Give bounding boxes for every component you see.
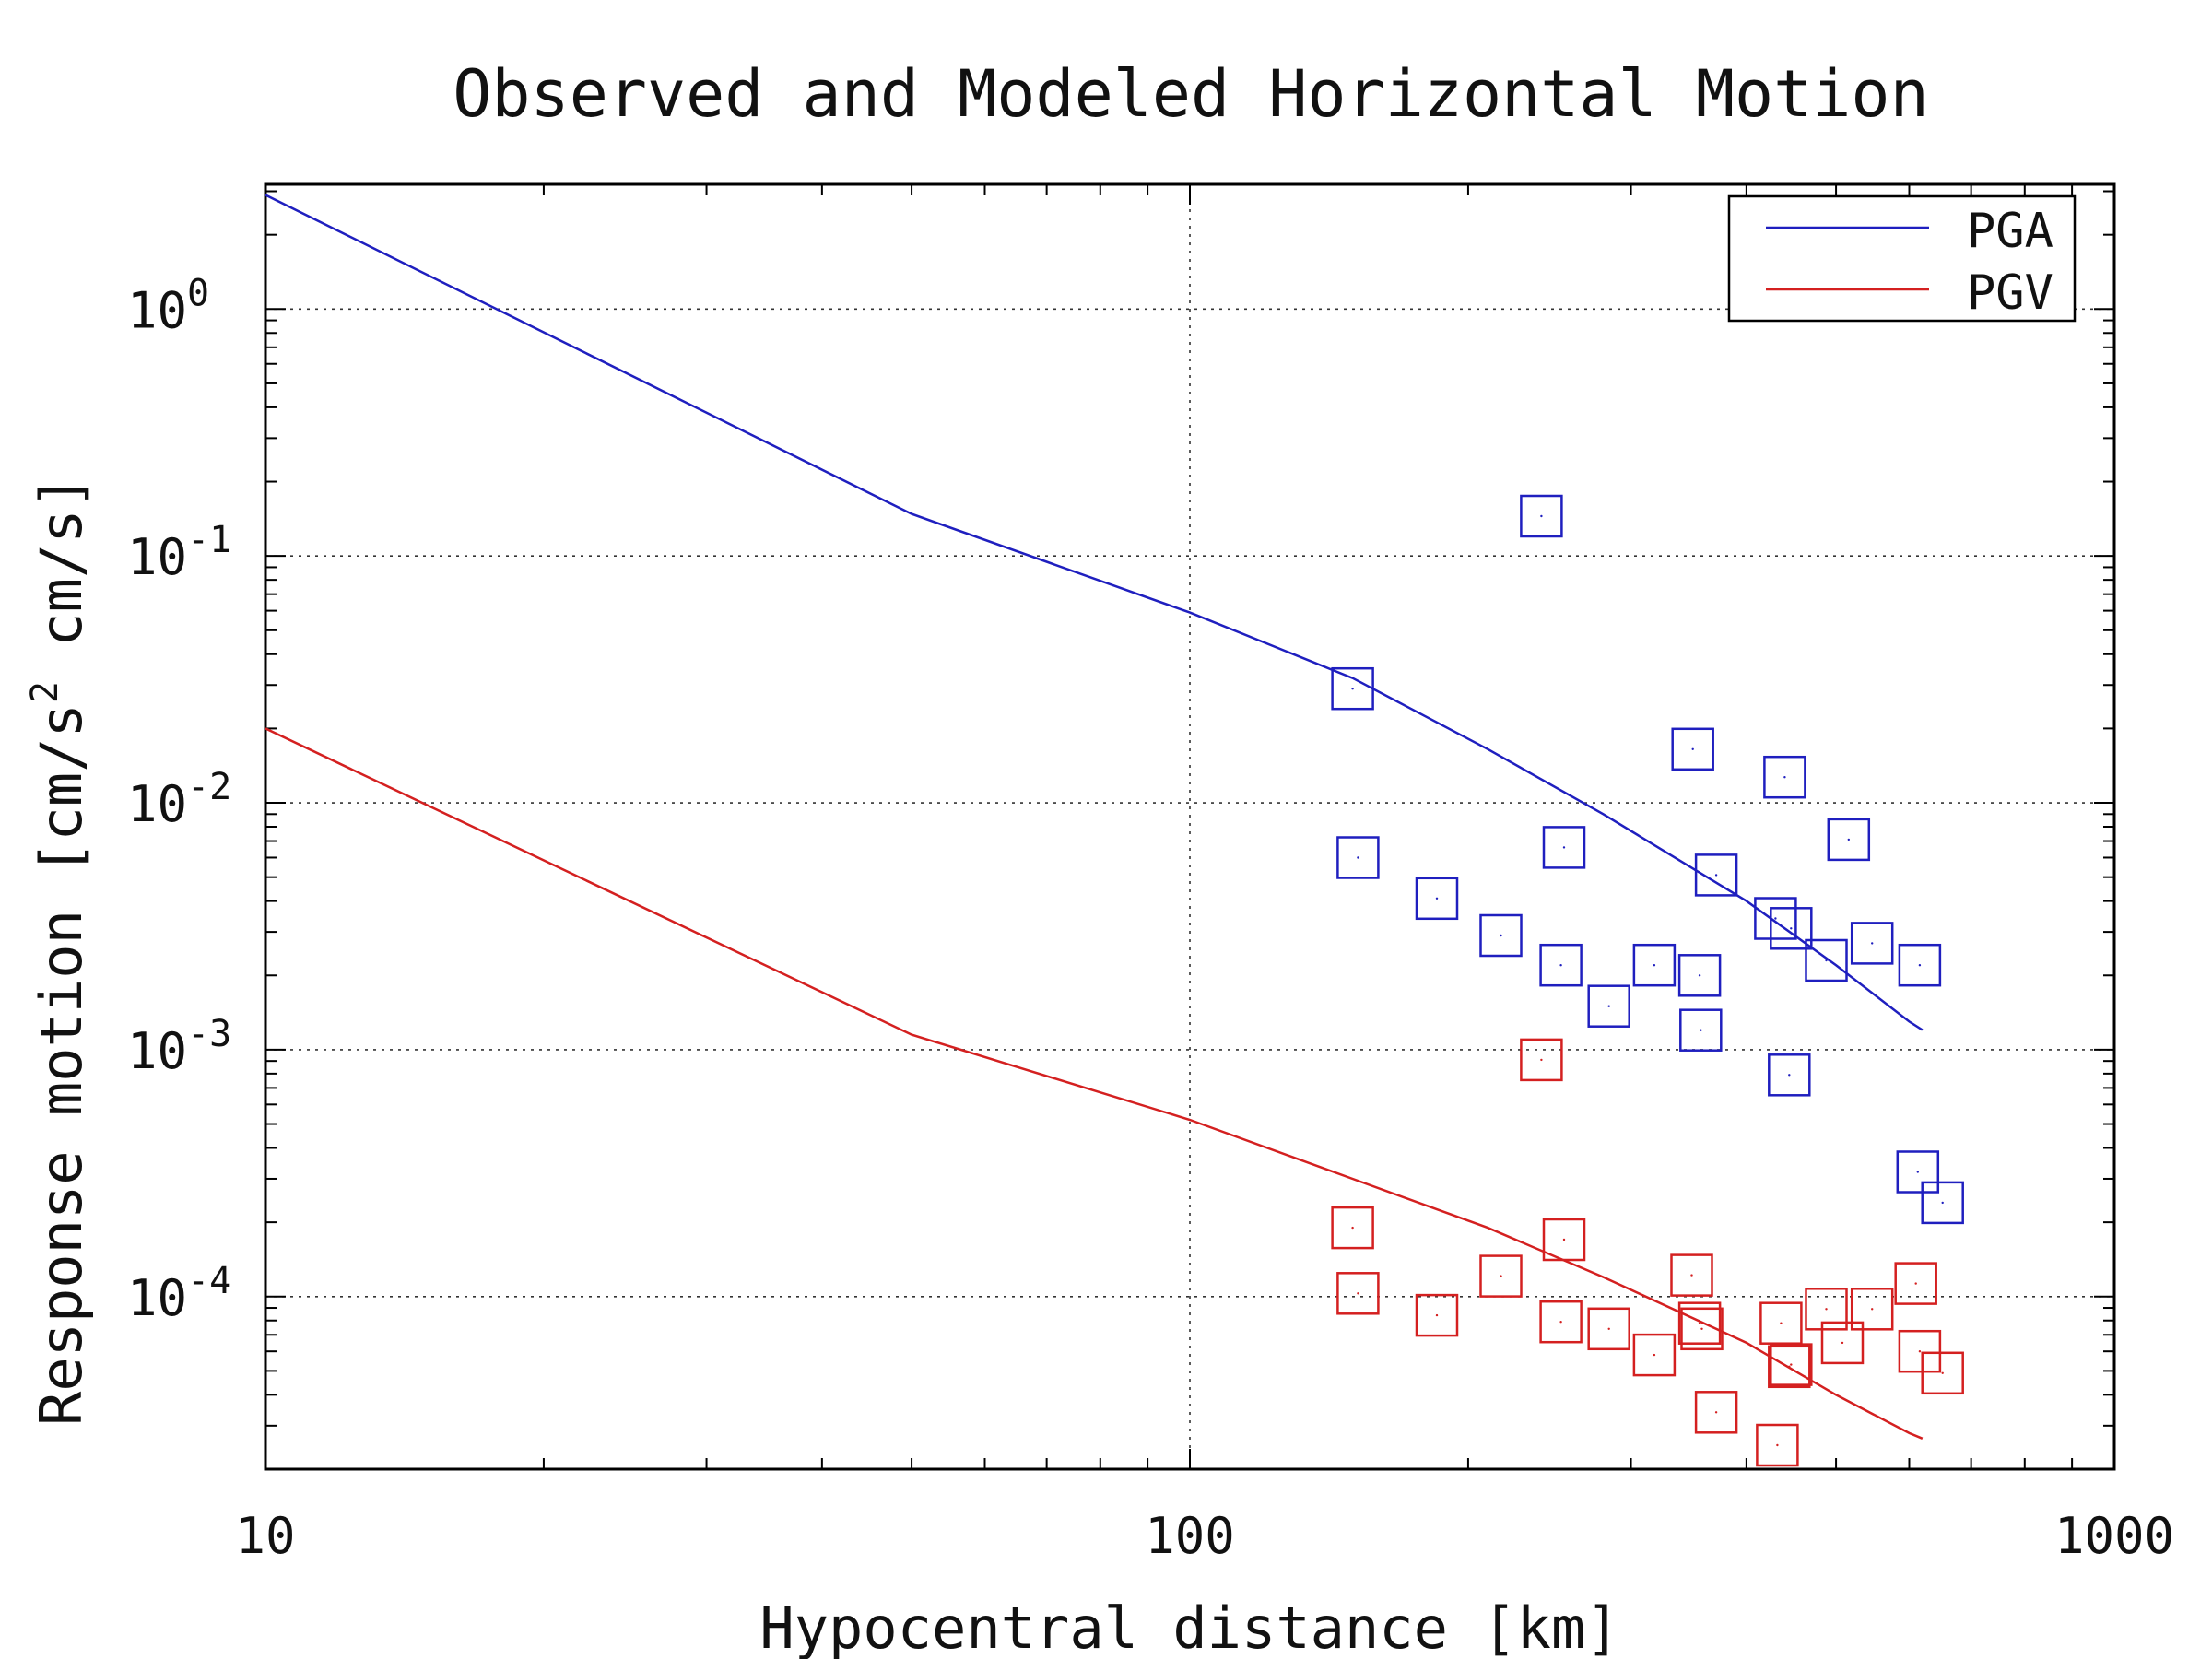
observed-point-pga [1331, 666, 1374, 711]
observed-point-pga [1770, 907, 1813, 950]
observed-point-pgv [1921, 1351, 1964, 1395]
observed-point-pgv [1850, 1288, 1894, 1331]
legend: PGA PGV [1727, 194, 2077, 323]
observed-point-pgv [1768, 1345, 1811, 1389]
legend-label-pgv: PGV [1967, 265, 2053, 321]
observed-point-pga [1542, 826, 1586, 869]
observed-point-pga [1415, 877, 1459, 921]
observed-point-pga [1898, 943, 1942, 987]
observed-point-pga [1632, 943, 1677, 987]
model-curve-pgv [265, 727, 1924, 1440]
observed-point-pga [1587, 984, 1630, 1028]
observed-point-pgv [1331, 1206, 1374, 1250]
y-tick-label: 100 [127, 272, 209, 339]
observed-point-pga [1539, 943, 1583, 987]
legend-label-pga: PGA [1967, 204, 2053, 259]
observed-point-pgv [1680, 1307, 1724, 1351]
y-axis-label-main: Response motion [cm/s [28, 703, 95, 1426]
observed-markers [1331, 494, 1964, 1467]
observed-point-pgv [1542, 1218, 1586, 1262]
observed-point-pgv [1632, 1333, 1677, 1377]
observed-point-pgv [1820, 1321, 1865, 1365]
x-tick-label: 1000 [2054, 1507, 2174, 1565]
grid [265, 184, 2114, 1469]
y-tick-label: 10-3 [127, 1013, 231, 1080]
observed-point-pgv [1805, 1288, 1848, 1331]
y-tick-label: 10-1 [127, 519, 231, 586]
observed-point-pga [1479, 913, 1523, 958]
observed-point-pga [1754, 897, 1797, 940]
observed-point-pga [1805, 938, 1848, 982]
x-tick-label: 100 [1145, 1507, 1235, 1565]
observed-point-pgv [1415, 1293, 1459, 1337]
plot-area-frame [264, 182, 2116, 1471]
observed-point-pga [1827, 818, 1871, 862]
x-tick-label: 10 [235, 1507, 295, 1565]
observed-point-pga [1763, 755, 1806, 799]
y-tick-label: 10-2 [127, 766, 231, 833]
observed-point-pgv [1694, 1391, 1738, 1434]
observed-point-pgv [1677, 1301, 1722, 1345]
legend-box [1727, 194, 2077, 323]
observed-point-pgv [1587, 1307, 1630, 1351]
x-tick-labels: 10 100 1000 [235, 1507, 2174, 1565]
y-tick-labels: 100 10-1 10-2 10-3 10-4 [127, 272, 231, 1326]
y-axis-label: Response motion [cm/s2 cm/s] [24, 475, 95, 1426]
observed-point-pga [1850, 922, 1894, 965]
observed-point-pgv [1479, 1254, 1523, 1298]
observed-point-pgv [1759, 1301, 1803, 1345]
observed-point-pgv [1756, 1423, 1799, 1467]
observed-point-pga [1896, 1150, 1940, 1194]
observed-point-pgv [1520, 1038, 1563, 1082]
observed-point-pgv [1894, 1262, 1937, 1305]
observed-point-pgv [1336, 1272, 1380, 1315]
x-axis-label: Hypocentral distance [km] [759, 1594, 1619, 1659]
y-tick-label: 10-4 [127, 1260, 231, 1327]
observed-point-pgv [1898, 1329, 1942, 1373]
y-axis-label-tail: cm/s] [28, 475, 95, 681]
observed-point-pgv [1539, 1300, 1583, 1344]
observed-point-pgv [1770, 1343, 1813, 1386]
observed-point-pga [1694, 853, 1738, 897]
y-axis-label-exponent: 2 [24, 681, 66, 703]
observed-point-pga [1768, 1053, 1811, 1097]
observed-point-pga [1921, 1181, 1964, 1225]
observed-point-pgv [1670, 1253, 1713, 1297]
observed-point-pga [1677, 954, 1722, 997]
model-curve-pga [265, 194, 1924, 1031]
observed-point-pga [1520, 494, 1563, 538]
observed-point-pga [1679, 1008, 1723, 1052]
observed-point-pga [1671, 727, 1714, 771]
model-curves [265, 194, 1924, 1440]
observed-point-pga [1336, 836, 1380, 879]
chart-title: Observed and Modeled Horizontal Motion [453, 56, 1928, 132]
